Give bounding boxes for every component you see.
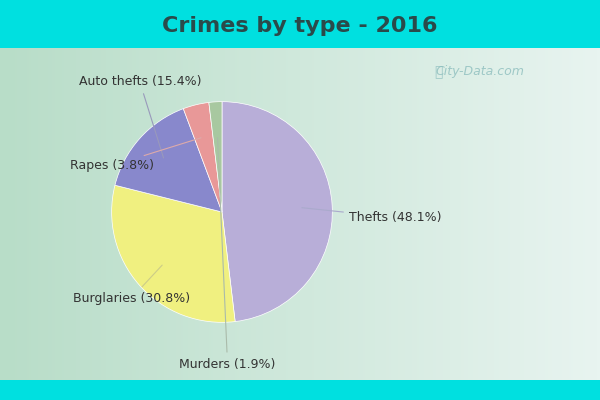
Text: Thefts (48.1%): Thefts (48.1%) (302, 208, 442, 224)
Wedge shape (222, 102, 332, 322)
Wedge shape (209, 102, 222, 212)
Text: City-Data.com: City-Data.com (436, 66, 524, 78)
Wedge shape (115, 109, 222, 212)
Text: Auto thefts (15.4%): Auto thefts (15.4%) (79, 75, 201, 158)
Wedge shape (112, 185, 235, 322)
Text: ⓘ: ⓘ (434, 65, 442, 79)
Text: Burglaries (30.8%): Burglaries (30.8%) (73, 265, 190, 304)
Text: Rapes (3.8%): Rapes (3.8%) (70, 138, 201, 172)
Wedge shape (184, 102, 222, 212)
Text: Crimes by type - 2016: Crimes by type - 2016 (162, 16, 438, 36)
Text: Murders (1.9%): Murders (1.9%) (179, 138, 276, 371)
